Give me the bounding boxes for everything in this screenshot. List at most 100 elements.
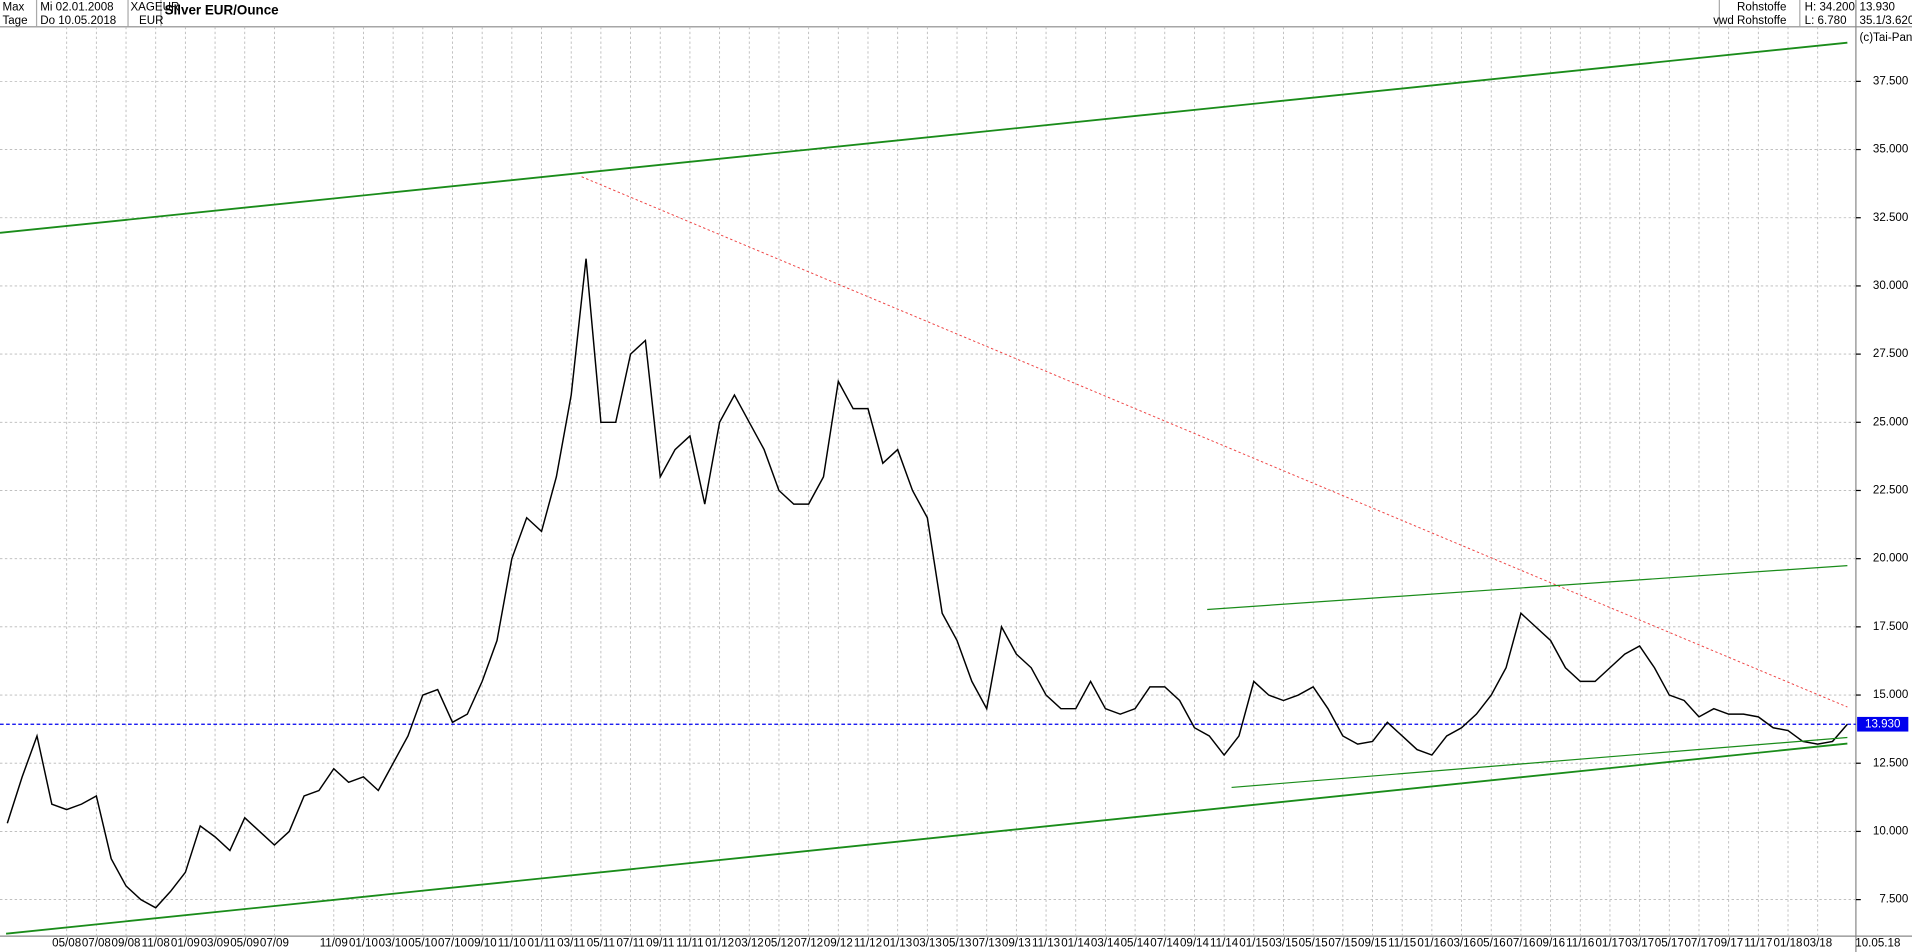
- x-tick-label: 01/18: [1774, 938, 1803, 950]
- y-tick-label: 17.500: [1873, 621, 1908, 633]
- x-tick-label: 09/13: [1002, 938, 1031, 950]
- x-tick-label: 07/10: [438, 938, 467, 950]
- end-date: Do 10.05.2018: [40, 15, 116, 27]
- trendline: [6, 742, 1848, 935]
- currency: EUR: [139, 15, 163, 27]
- x-tick-label: 09/08: [112, 938, 141, 950]
- high: H: 34.200: [1805, 1, 1855, 13]
- y-tick-label: 10.000: [1873, 825, 1908, 837]
- trendlines: [0, 41, 1848, 935]
- y-tick-label: 22.500: [1873, 485, 1908, 497]
- low: L: 6.780: [1805, 15, 1847, 27]
- trendline: [0, 41, 1848, 234]
- x-tick-label: 09/11: [646, 938, 674, 950]
- x-tick-label: 03/10: [379, 938, 408, 950]
- x-tick-label: 07/08: [82, 938, 111, 950]
- x-tick-label: 01/12: [705, 938, 734, 950]
- x-tick-label: 05/09: [230, 938, 259, 950]
- y-tick-label: 15.000: [1873, 689, 1908, 701]
- x-tick-label: 05/13: [943, 938, 972, 950]
- x-tick-label: 07/11: [616, 938, 644, 950]
- symbol: XAGEUR: [130, 1, 179, 13]
- x-tick-label: 11/16: [1566, 938, 1594, 950]
- x-tick-label: 07/14: [1150, 938, 1180, 950]
- x-tick-label: 03/12: [735, 938, 764, 950]
- x-tick-label: 07/16: [1506, 938, 1535, 950]
- x-tick-label: 09/12: [824, 938, 853, 950]
- plot: 7.500 10.000 12.500 15.000 17.500 20.000 22.50…: [0, 26, 1909, 950]
- x-tick-label: 03/18: [1803, 938, 1832, 950]
- trendline: [581, 176, 1848, 708]
- x-tick-label: 05/15: [1299, 938, 1328, 950]
- x-tick-label: 03/11: [557, 938, 585, 950]
- x-tick-label: 09/16: [1536, 938, 1565, 950]
- x-tick-label: 03/09: [201, 938, 230, 950]
- x-tick-label: 01/10: [349, 938, 378, 950]
- y-tick-label: 27.500: [1873, 348, 1908, 360]
- y-tick-label: 12.500: [1873, 757, 1908, 769]
- y-tick-label: 25.000: [1873, 416, 1908, 428]
- x-tick-label: 07/12: [794, 938, 823, 950]
- x-tick-label: 05/16: [1477, 938, 1506, 950]
- x-tick-label: 05/10: [408, 938, 437, 950]
- scale: 35.1/3.620: [1860, 15, 1912, 27]
- x-tick-label: 11/12: [854, 938, 882, 950]
- last-date-label: 10.05.18: [1855, 938, 1900, 950]
- x-tick-label: 11/17: [1744, 938, 1772, 950]
- x-tick-label: 05/08: [52, 938, 81, 950]
- x-tick-label: 05/11: [587, 938, 615, 950]
- y-tick-label: 30.000: [1873, 280, 1908, 292]
- x-tick-label: 09/15: [1358, 938, 1387, 950]
- x-tick-label: 11/11: [676, 938, 703, 950]
- y-tick-label: 20.000: [1873, 553, 1908, 565]
- source: vwd Rohstoffe: [1713, 15, 1786, 27]
- x-tick-label: 03/13: [913, 938, 942, 950]
- chart-title: Silver EUR/Ounce: [165, 3, 279, 18]
- range-select[interactable]: Max: [2, 1, 24, 13]
- price-line: [6, 258, 1848, 909]
- period-select[interactable]: Tage: [2, 15, 27, 27]
- x-tick-label: 11/14: [1210, 938, 1239, 950]
- last: 13.930: [1860, 1, 1895, 13]
- start-date: Mi 02.01.2008: [40, 1, 113, 13]
- y-tick-label: 35.000: [1873, 144, 1908, 156]
- trendline: [1231, 736, 1848, 789]
- x-tick-label: 11/09: [320, 938, 348, 950]
- x-tick-label: 07/09: [260, 938, 289, 950]
- x-tick-label: 09/14: [1180, 938, 1210, 950]
- x-tick-label: 11/10: [498, 938, 526, 950]
- x-tick-label: 11/08: [142, 938, 170, 950]
- trendline: [1207, 564, 1848, 611]
- x-tick-label: 11/15: [1388, 938, 1416, 950]
- y-tick-label: 7.500: [1879, 894, 1908, 906]
- copyright: (c)Tai-Pan: [1860, 32, 1912, 44]
- x-tick-label: 07/13: [972, 938, 1001, 950]
- last-price-label: 13.930: [1865, 718, 1900, 730]
- group: Rohstoffe: [1737, 1, 1786, 13]
- x-tick-label: 01/17: [1595, 938, 1624, 950]
- x-tick-label: 03/14: [1091, 938, 1121, 950]
- x-tick-label: 01/16: [1417, 938, 1446, 950]
- x-tick-label: 01/14: [1061, 938, 1091, 950]
- x-tick-label: 07/17: [1684, 938, 1713, 950]
- x-tick-label: 01/15: [1239, 938, 1268, 950]
- x-tick-label: 03/16: [1447, 938, 1476, 950]
- y-tick-label: 32.500: [1873, 212, 1908, 224]
- x-tick-label: 03/17: [1625, 938, 1654, 950]
- x-tick-label: 01/09: [171, 938, 200, 950]
- x-tick-label: 07/15: [1328, 938, 1357, 950]
- y-tick-label: 37.500: [1873, 75, 1908, 87]
- x-tick-label: 01/13: [883, 938, 912, 950]
- x-tick-label: 05/12: [764, 938, 793, 950]
- x-tick-label: 09/17: [1714, 938, 1743, 950]
- x-tick-label: 05/17: [1655, 938, 1684, 950]
- x-tick-label: 05/14: [1121, 938, 1151, 950]
- x-tick-label: 11/13: [1032, 938, 1060, 950]
- x-tick-label: 09/10: [468, 938, 497, 950]
- x-tick-label: 01/11: [527, 938, 555, 950]
- x-tick-label: 03/15: [1269, 938, 1298, 950]
- last-price-box: [1857, 716, 1909, 732]
